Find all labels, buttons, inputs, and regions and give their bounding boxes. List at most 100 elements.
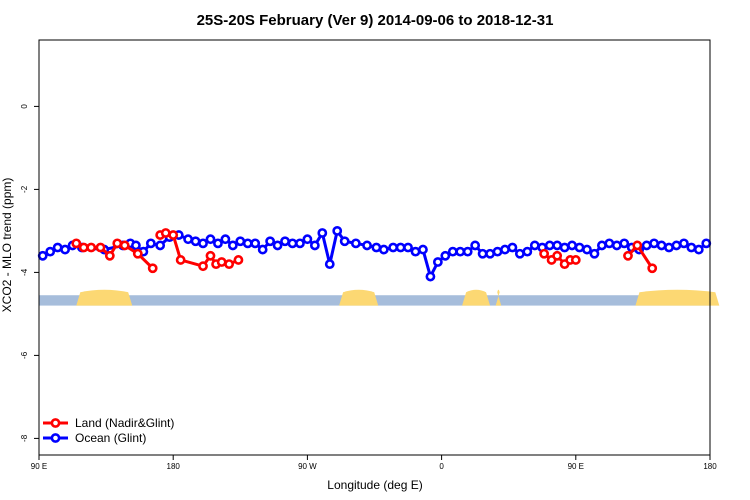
series-1-point (425, 271, 436, 282)
series-1-point (686, 242, 697, 253)
plot-frame (38, 39, 711, 456)
series-1-point (287, 238, 298, 249)
series-1-point (440, 250, 451, 261)
series-1-point (604, 238, 615, 249)
series-1-point (205, 234, 216, 245)
series-1-point (280, 236, 290, 247)
y-tick-label: -4 (20, 268, 29, 276)
series-1-point (265, 236, 276, 247)
series-1-point (145, 238, 156, 249)
legend-label: Land (Nadir&Glint) (75, 416, 174, 430)
x-tick-label: 90 E (568, 462, 584, 471)
series-1-point (701, 238, 712, 249)
series-1-point (131, 240, 141, 251)
series-1-point (492, 246, 503, 257)
series-1-point (679, 238, 689, 249)
series-1-point (559, 242, 570, 253)
series-1-point (52, 242, 63, 253)
land-mask-3 (495, 289, 502, 306)
series-1-point (183, 234, 194, 245)
series-1-point (671, 240, 682, 251)
series-1-point (227, 240, 238, 251)
series-1-point (544, 240, 555, 251)
series-0-point (168, 230, 179, 240)
series-0-point (623, 250, 633, 261)
series-1-point (45, 246, 56, 257)
series-1-point (462, 246, 473, 257)
series-0-point (233, 255, 244, 265)
series-0-point (71, 238, 82, 249)
series-1-point (272, 240, 283, 251)
legend-label: Ocean (Glint) (75, 431, 146, 445)
series-1-point (619, 238, 630, 249)
x-axis-label: Longitude (deg E) (327, 478, 422, 492)
series-1-point (395, 242, 406, 253)
series-0-point (552, 250, 563, 261)
series-0-point (78, 242, 89, 253)
axis-layer: 90 E 180 90 W 0 90 E 180 0 -2 -4 -6 -8 (20, 104, 717, 471)
land-mask-1 (339, 289, 379, 306)
series-0-point (539, 248, 550, 259)
y-axis-label: XCO2 - MLO trend (ppm) (0, 178, 14, 313)
series-1-point (190, 236, 201, 247)
series-1-point (403, 242, 413, 253)
chart-title: 25S-20S February (Ver 9) 2014-09-06 to 2… (197, 12, 554, 29)
series-1-point (455, 246, 466, 257)
series-0-point (198, 261, 208, 272)
series-1-point (250, 238, 261, 249)
series-1-point (522, 246, 533, 257)
series-1-point (332, 225, 343, 236)
series-1-point (155, 240, 166, 251)
series-1-point (309, 240, 320, 251)
series-1-point (418, 244, 428, 255)
land-mask-4 (635, 289, 720, 306)
series-1-point (693, 244, 704, 255)
series-1-point (574, 242, 585, 253)
series-1-point (582, 244, 592, 255)
series-1-point (37, 250, 48, 261)
series-1-point (529, 240, 540, 251)
legend-swatch-marker (50, 418, 61, 428)
series-0-point (112, 238, 123, 249)
series-0-point (86, 242, 97, 253)
series-1-point (350, 238, 361, 249)
legend: Land (Nadir&Glint)Ocean (Glint) (43, 416, 174, 445)
series-1-point (295, 238, 305, 249)
series-1-point (514, 248, 525, 259)
series-1-point (235, 236, 246, 247)
series-0-point (175, 255, 186, 265)
series-1-point (664, 242, 674, 253)
series-1-point (410, 246, 421, 257)
legend-swatch-marker (50, 433, 61, 443)
series-0-point (132, 248, 143, 259)
x-tick-label: 180 (167, 462, 181, 471)
series-1-point (589, 248, 600, 259)
series-1-point (447, 246, 458, 257)
y-tick-label: -8 (20, 434, 29, 442)
series-1-point (371, 242, 382, 253)
series-1-point (649, 238, 659, 249)
series-1-point (339, 236, 350, 247)
series-1-point (324, 259, 335, 269)
series-1-point (470, 240, 481, 251)
series-0-point (160, 228, 171, 238)
series-layer (37, 225, 712, 282)
series-1-point (485, 248, 495, 259)
series-0-point (147, 263, 158, 274)
land-mask-0 (76, 289, 133, 306)
series-1-point (656, 240, 667, 251)
series-1-point (507, 242, 518, 253)
x-tick-label: 180 (703, 462, 717, 471)
y-tick-label: 0 (20, 104, 29, 109)
series-1-point (641, 240, 652, 251)
series-0-point (632, 240, 643, 251)
series-1-point (611, 240, 622, 251)
series-1-point (362, 240, 372, 251)
x-tick-label: 90 W (298, 462, 317, 471)
x-tick-label: 90 E (31, 462, 47, 471)
series-0-point (205, 250, 216, 261)
series-0-point (224, 259, 235, 269)
series-0-point (570, 255, 581, 265)
series-0-point (104, 250, 115, 261)
